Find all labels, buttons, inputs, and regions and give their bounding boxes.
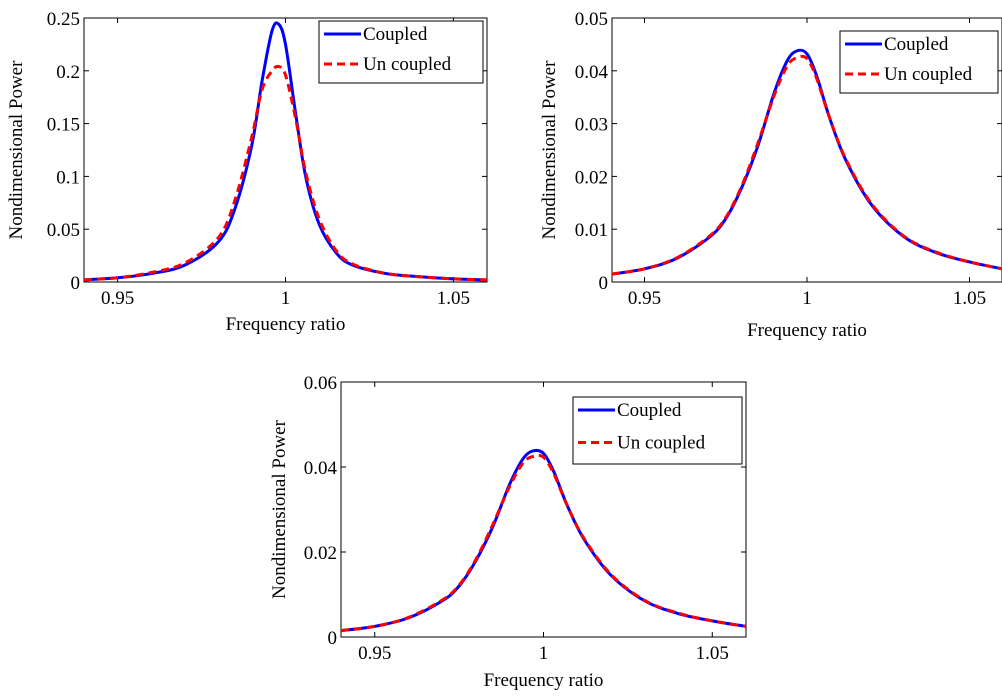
legend-label: Coupled [617,400,682,421]
y-axis-label: Nondimensional Power [539,60,560,240]
y-tick-label: 0.15 [47,115,80,136]
legend-label: Coupled [884,34,949,55]
y-tick-label: 0.05 [47,220,80,241]
series-line-uncoupled [611,54,1002,276]
x-tick-label: 1 [281,288,291,309]
y-axis-label: Nondimensional Power [269,419,290,599]
series-line-coupled [340,448,747,633]
x-tick-label: 1.05 [953,288,986,309]
legend-box [318,20,484,84]
y-axis-label: Nondimensional Power [6,60,27,240]
y-tick-label: 0.03 [575,115,608,136]
x-tick-label: 1.05 [437,288,470,309]
y-tick-label: 0.25 [47,9,80,30]
x-axis-label: Frequency ratio [484,670,604,691]
x-tick-label: 1 [539,643,549,664]
legend-label: Coupled [363,24,428,45]
series-line-uncoupled [340,453,747,633]
x-axis-label: Frequency ratio [747,320,867,341]
chart-bottom: 0.95 1 1.05 0 0.02 0.04 0.06 Frequency ratio Non… [269,373,747,691]
x-tick-label: 0.95 [358,643,391,664]
legend-label: Un coupled [363,54,452,75]
x-axis-label: Frequency ratio [226,314,346,335]
y-tick-label: 0.01 [575,220,608,241]
y-tick-label: 0 [71,273,81,294]
y-tick-label: 0.04 [304,458,338,479]
legend-box [572,396,743,465]
chart-top-left: 0.95 1 1.05 0 0.05 0.1 0.15 0.2 0.25 Frequency ra… [6,9,488,335]
legend-box [839,30,999,94]
x-tick-label: 0.95 [101,288,134,309]
chart-top-right: 0.95 1 1.05 0 0.01 0.02 0.03 0.04 0.05 Frequency … [539,9,1002,341]
x-tick-label: 1.05 [696,643,729,664]
y-tick-label: 0.02 [575,167,608,188]
y-tick-label: 0.05 [575,9,608,30]
y-tick-label: 0 [599,273,609,294]
legend-label: Un coupled [617,433,706,454]
y-tick-label: 0.1 [56,167,80,188]
y-tick-label: 0.06 [304,373,337,394]
y-tick-label: 0.2 [56,62,80,83]
legend-label: Un coupled [884,64,973,85]
y-tick-label: 0.04 [575,62,609,83]
series-line-uncoupled [83,64,488,282]
y-tick-label: 0.02 [304,543,337,564]
x-tick-label: 1 [802,288,812,309]
x-tick-label: 0.95 [628,288,661,309]
y-tick-label: 0 [328,628,338,649]
